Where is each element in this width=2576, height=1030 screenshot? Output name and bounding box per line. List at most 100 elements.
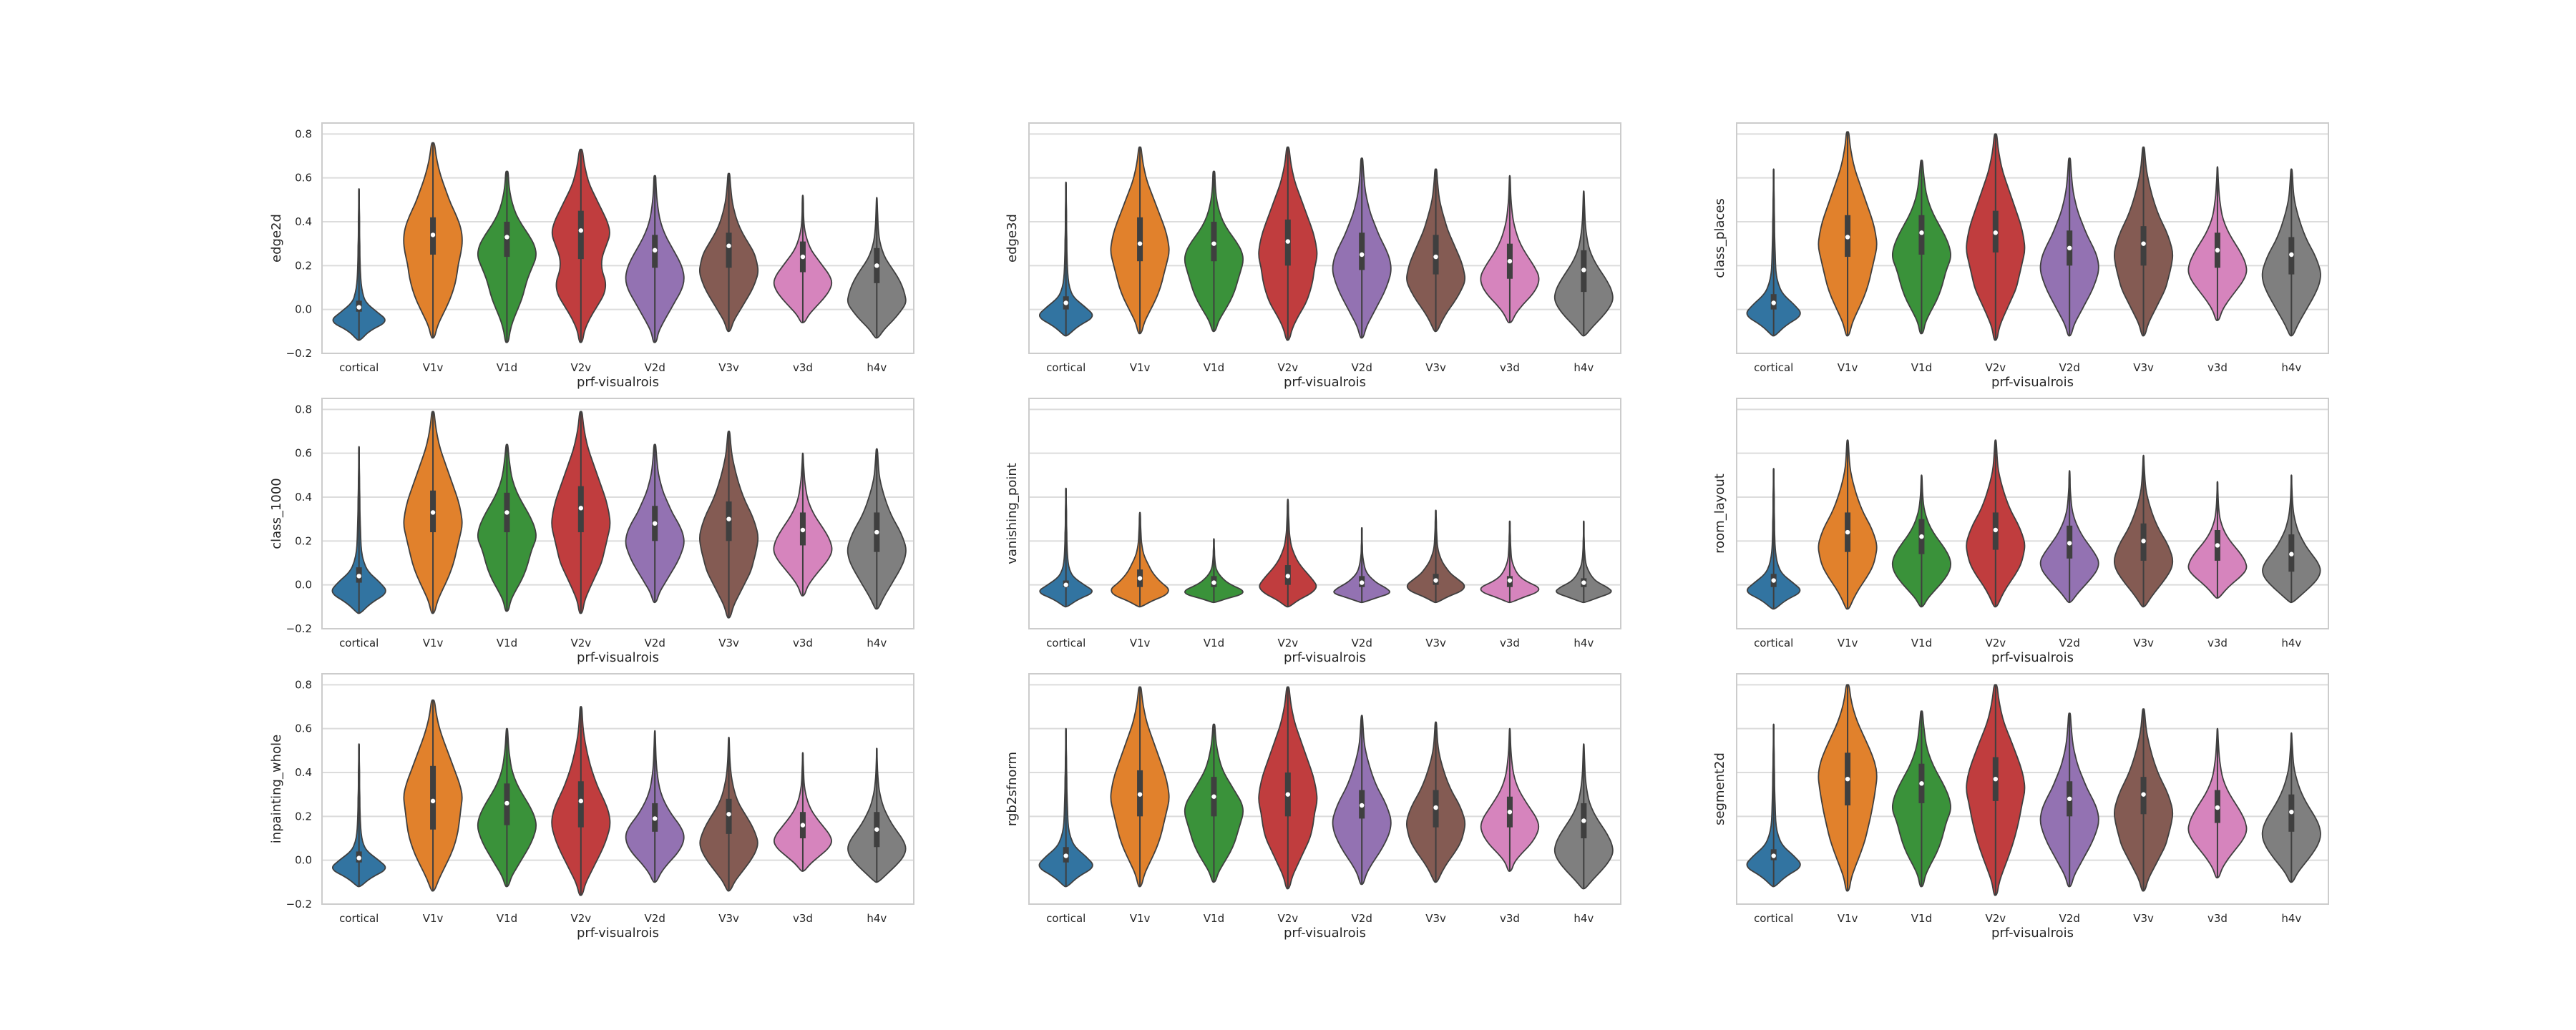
y-tick-label: −0.2 <box>286 622 312 635</box>
violin-h4v <box>847 197 907 339</box>
violin-median <box>1433 805 1438 810</box>
violin-median <box>1771 578 1776 583</box>
y-tick-label: −0.2 <box>286 347 312 360</box>
x-tick-label: V1v <box>1838 912 1858 925</box>
x-axis-label: prf-visualrois <box>577 926 659 941</box>
x-tick-label: v3d <box>793 912 813 925</box>
violin-V1v <box>1818 684 1878 892</box>
violin-V2d <box>2039 470 2099 604</box>
x-tick-label: V1v <box>1130 361 1151 374</box>
x-tick-label: V1v <box>423 912 444 925</box>
violin-v3d <box>2187 166 2248 321</box>
violin-V3v <box>698 431 759 619</box>
y-tick-label: 0.6 <box>295 722 312 735</box>
violin-median <box>2289 810 2294 815</box>
violin-V1d <box>1891 160 1951 335</box>
violin-median <box>1211 794 1216 799</box>
x-tick-label: V3v <box>1425 912 1446 925</box>
x-tick-label: V2d <box>1352 361 1372 374</box>
x-tick-label: V2d <box>1352 912 1372 925</box>
violin-median <box>1137 576 1143 581</box>
violin-V1d <box>1184 170 1244 333</box>
y-tick-label: 0.0 <box>295 303 312 316</box>
x-tick-label: h4v <box>2281 361 2301 374</box>
x-tick-label: v3d <box>2207 912 2228 925</box>
violin-median <box>1137 241 1143 246</box>
violin-cortical <box>1747 468 1801 610</box>
x-tick-label: v3d <box>2207 637 2228 649</box>
x-axis-label: prf-visualrois <box>1284 375 1366 390</box>
x-tick-label: v3d <box>793 361 813 374</box>
x-tick-label: V1d <box>497 361 517 374</box>
y-axis-label: edge3d <box>1005 214 1020 263</box>
violin-median <box>1845 777 1850 782</box>
x-axis-label: prf-visualrois <box>1284 650 1366 665</box>
x-axis-label: prf-visualrois <box>1991 650 2074 665</box>
x-tick-label: V1d <box>1911 637 1932 649</box>
violin-cortical <box>332 188 386 341</box>
subplot-inpainting_whole: −0.2 0.0 0.2 0.4 0.6 0.8 cortical V1v V1d V2v V2d V… <box>269 673 914 941</box>
violin-h4v <box>847 448 907 610</box>
violin-median <box>2141 241 2146 246</box>
x-tick-label: V3v <box>718 912 739 925</box>
violin-iqr-box <box>577 210 584 260</box>
violin-median <box>800 527 806 533</box>
x-tick-label: V2v <box>1277 912 1298 925</box>
violin-median <box>504 800 509 806</box>
violin-v3d <box>773 752 832 872</box>
violin-V3v <box>1406 509 1465 604</box>
violin-V2d <box>1332 715 1392 886</box>
axes-frame <box>1028 122 1621 354</box>
violin-median <box>1919 230 1924 235</box>
x-tick-label: cortical <box>339 361 379 374</box>
violin-V2v <box>1259 499 1317 608</box>
x-tick-label: V2v <box>1277 637 1298 649</box>
violin-V1d <box>1184 538 1244 604</box>
subplot-segment2d: cortical V1v V1d V2v V2d V3v v3d h4v prf-visualr… <box>1712 673 2329 941</box>
x-tick-label: V2d <box>645 361 665 374</box>
x-tick-label: h4v <box>867 912 887 925</box>
x-tick-label: V1v <box>1838 637 1858 649</box>
violin-median <box>1581 580 1586 585</box>
violin-median <box>1771 853 1776 858</box>
x-tick-label: cortical <box>339 912 379 925</box>
violin-median <box>874 827 879 832</box>
violin-V2v <box>1258 146 1318 341</box>
x-tick-label: V2v <box>570 912 591 925</box>
violin-h4v <box>2262 474 2321 604</box>
x-tick-label: V2d <box>2059 361 2080 374</box>
x-tick-label: cortical <box>1046 637 1085 649</box>
y-tick-label: 0.8 <box>295 403 312 416</box>
violin-median <box>2215 805 2220 810</box>
violin-median <box>1063 582 1068 587</box>
violin-median <box>430 232 436 237</box>
y-axis-label: segment2d <box>1712 752 1727 825</box>
violin-V3v <box>699 736 758 892</box>
x-tick-label: V3v <box>2133 361 2154 374</box>
x-tick-label: V2d <box>645 912 665 925</box>
violin-median <box>2067 796 2072 802</box>
x-tick-label: cortical <box>339 637 379 649</box>
violin-median <box>1285 792 1291 797</box>
violin-cortical <box>1039 181 1093 337</box>
subplot-class_1000: −0.2 0.0 0.2 0.4 0.6 0.8 cortical V1v V1d V2v V2d V… <box>269 398 914 665</box>
y-tick-label: 0.2 <box>295 534 312 547</box>
violin-median <box>430 798 436 804</box>
violin-median <box>578 798 584 804</box>
violin-V2v <box>551 706 611 896</box>
violin-median <box>1993 230 1999 235</box>
x-tick-label: h4v <box>2281 912 2301 925</box>
violin-V2d <box>625 730 685 883</box>
violin-median <box>1993 777 1999 782</box>
violin-h4v <box>1556 520 1612 604</box>
violin-median <box>356 855 361 860</box>
x-tick-label: cortical <box>1046 361 1085 374</box>
violin-median <box>726 516 731 521</box>
violin-V3v <box>2113 146 2174 337</box>
violin-v3d <box>1480 175 1540 323</box>
y-tick-label: 0.4 <box>295 215 312 228</box>
x-tick-label: V2d <box>1352 637 1372 649</box>
violin-h4v <box>1553 743 1614 890</box>
subplot-class_places: cortical V1v V1d V2v V2d V3v v3d h4v prf-visualr… <box>1712 122 2329 390</box>
y-tick-label: 0.4 <box>295 491 312 504</box>
